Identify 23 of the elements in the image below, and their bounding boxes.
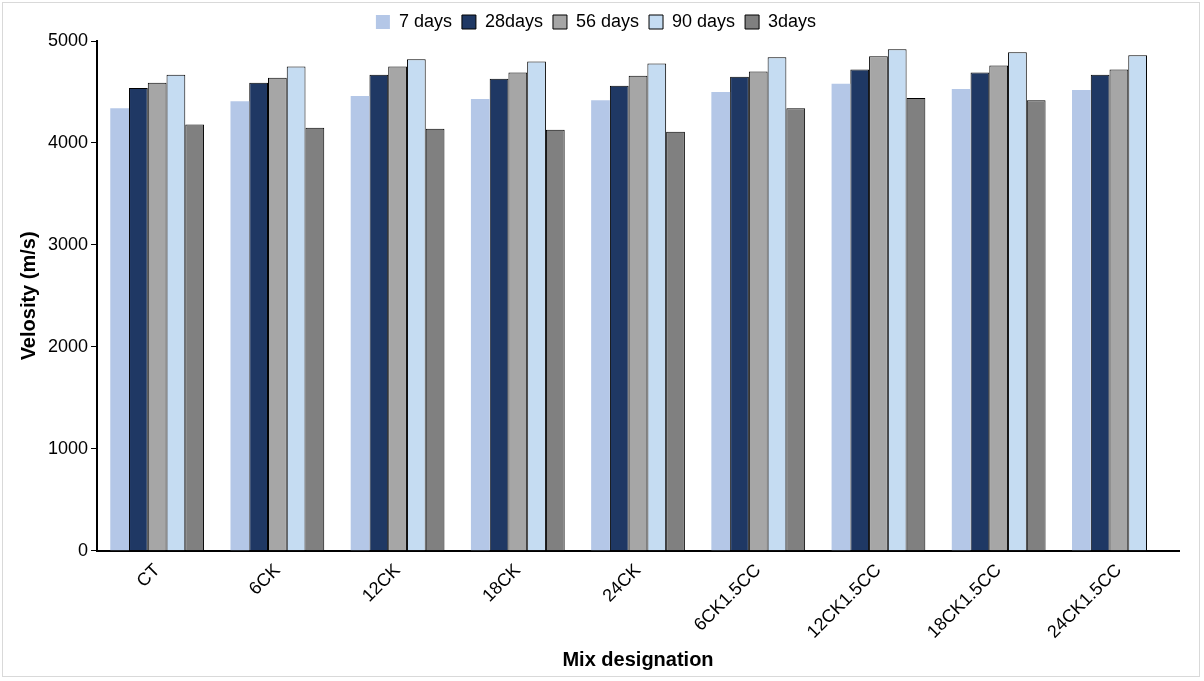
y-tick-label: 5000 [48, 29, 89, 50]
x-tick-label: CT [132, 559, 164, 591]
legend-label: 28days [484, 10, 543, 31]
bar [831, 83, 851, 551]
bar [110, 108, 130, 551]
bar [591, 100, 610, 551]
y-tick-label: 0 [78, 539, 89, 560]
bar [711, 91, 731, 551]
x-axis-title: Mix designation [562, 647, 714, 670]
bar [350, 96, 370, 551]
bar [230, 101, 250, 551]
bar [951, 88, 971, 551]
bar [470, 99, 490, 551]
y-axis-title: Velosity (m/s) [16, 231, 39, 361]
legend-label: 56 days [575, 10, 640, 31]
legend-label: 90 days [672, 10, 736, 31]
y-tick-label: 2000 [48, 335, 89, 356]
legend-label: 3days [768, 10, 817, 31]
bar [1072, 89, 1091, 551]
y-tick-label: 4000 [48, 131, 89, 152]
y-tick-label: 3000 [48, 233, 89, 254]
y-tick-label: 1000 [48, 437, 89, 458]
legend-label: 7 days [398, 10, 452, 31]
